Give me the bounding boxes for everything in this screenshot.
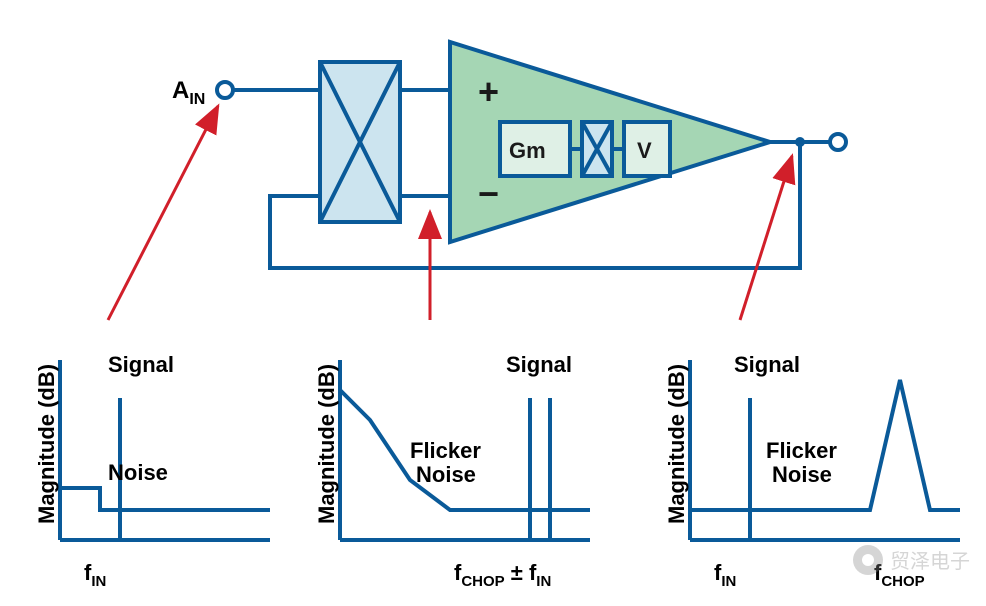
chart-right-ylabel: Magnitude (dB)	[664, 364, 689, 524]
v-label: V	[637, 138, 652, 163]
chart-mid-noise-label: Flicker Noise	[410, 438, 487, 487]
chart-left: Magnitude (dB) Signal Noise fIN	[34, 352, 270, 590]
diagram-svg: AIN + − Gm V	[0, 0, 986, 606]
circuit: AIN + − Gm V	[172, 42, 846, 268]
gm-label: Gm	[509, 138, 546, 163]
ain-label: AIN	[172, 77, 205, 108]
chart-right-noise-label: Flicker Noise	[766, 438, 843, 487]
watermark: 贸泽电子	[853, 545, 970, 575]
chart-left-signal-label: Signal	[108, 352, 174, 377]
feedback-junction	[795, 137, 805, 147]
input-terminal	[217, 82, 233, 98]
chart-left-noise	[60, 488, 270, 510]
arrow-to-output	[740, 156, 792, 320]
chart-right-xtick1: fIN	[714, 560, 736, 590]
watermark-text: 贸泽电子	[890, 550, 970, 573]
chart-mid-ylabel: Magnitude (dB)	[314, 364, 339, 524]
chart-mid: Magnitude (dB) Signal Flicker Noise fCHO…	[314, 352, 590, 590]
chart-left-xtick: fIN	[84, 560, 106, 590]
arrow-to-input	[108, 106, 218, 320]
amp-plus: +	[478, 71, 499, 112]
chart-left-ylabel: Magnitude (dB)	[34, 364, 59, 524]
output-terminal	[830, 134, 846, 150]
amp-minus: −	[478, 173, 499, 214]
chart-mid-signal-label: Signal	[506, 352, 572, 377]
chart-right-signal-label: Signal	[734, 352, 800, 377]
chart-mid-xtick: fCHOP ± fIN	[454, 560, 551, 590]
chart-left-noise-label: Noise	[108, 460, 168, 485]
